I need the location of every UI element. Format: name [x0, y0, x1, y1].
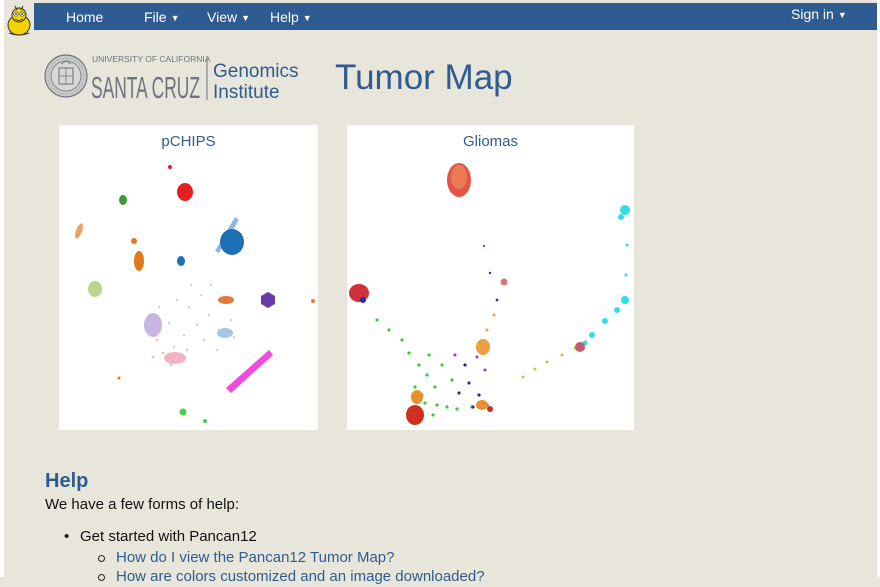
caret-down-icon: ▼ — [170, 13, 180, 23]
nav-help-label: Help — [270, 9, 299, 25]
circle-bullet-icon — [98, 555, 105, 562]
ucsc-genomics-wordmark: UNIVERSITY OF CALIFORNIA SANTA CRUZ Geno… — [91, 54, 299, 104]
window-frame-right — [877, 0, 880, 577]
campus-name: SANTA CRUZ — [91, 70, 200, 104]
institute-line-1: Genomics — [213, 61, 299, 82]
nav-signin-menu[interactable]: Sign in ▼ — [791, 3, 847, 25]
pchips-map-thumbnail — [75, 165, 315, 423]
help-intro: We have a few forms of help: — [45, 496, 239, 513]
nav-help-menu[interactable]: Help ▼ — [270, 6, 312, 28]
map-card-gliomas[interactable]: Gliomas — [347, 125, 634, 430]
caret-down-icon: ▼ — [241, 13, 251, 23]
nav-file-menu[interactable]: File ▼ — [144, 6, 179, 28]
ucsc-seal-icon — [44, 54, 88, 98]
map-card-pchips[interactable]: pCHIPS — [59, 125, 318, 430]
nav-signin-label: Sign in — [791, 6, 834, 22]
help-item-label: Get started with Pancan12 — [80, 528, 257, 545]
map-label-pchips: pCHIPS — [161, 133, 216, 150]
help-link-view-pancan12[interactable]: How do I view the Pancan12 Tumor Map? — [116, 549, 395, 566]
nav-view-label: View — [207, 9, 238, 25]
gliomas-map-thumbnail — [349, 163, 630, 425]
nav-file-label: File — [144, 9, 167, 25]
page-title: Tumor Map — [335, 58, 513, 97]
help-heading: Help — [45, 470, 89, 492]
window-frame-left — [0, 0, 4, 577]
map-label-gliomas: Gliomas — [462, 133, 518, 150]
circle-bullet-icon — [98, 574, 105, 581]
caret-down-icon: ▼ — [302, 13, 312, 23]
help-list: • Get started with Pancan12 How do I vie… — [64, 528, 485, 587]
list-item: • Get started with Pancan12 How do I vie… — [64, 528, 485, 585]
caret-down-icon: ▼ — [837, 10, 847, 20]
help-sub-list: How do I view the Pancan12 Tumor Map? Ho… — [80, 549, 485, 585]
list-item: How do I view the Pancan12 Tumor Map? — [80, 549, 485, 566]
bullet-icon: • — [64, 528, 70, 545]
top-navbar: Home File ▼ View ▼ Help ▼ Sign in ▼ — [34, 3, 877, 30]
mascot-logo-icon[interactable] — [4, 3, 34, 37]
nav-home[interactable]: Home — [66, 6, 103, 28]
nav-home-label: Home — [66, 9, 104, 25]
nav-view-menu[interactable]: View ▼ — [207, 6, 250, 28]
institute-line-2: Institute — [213, 82, 280, 103]
university-line: UNIVERSITY OF CALIFORNIA — [92, 54, 211, 64]
